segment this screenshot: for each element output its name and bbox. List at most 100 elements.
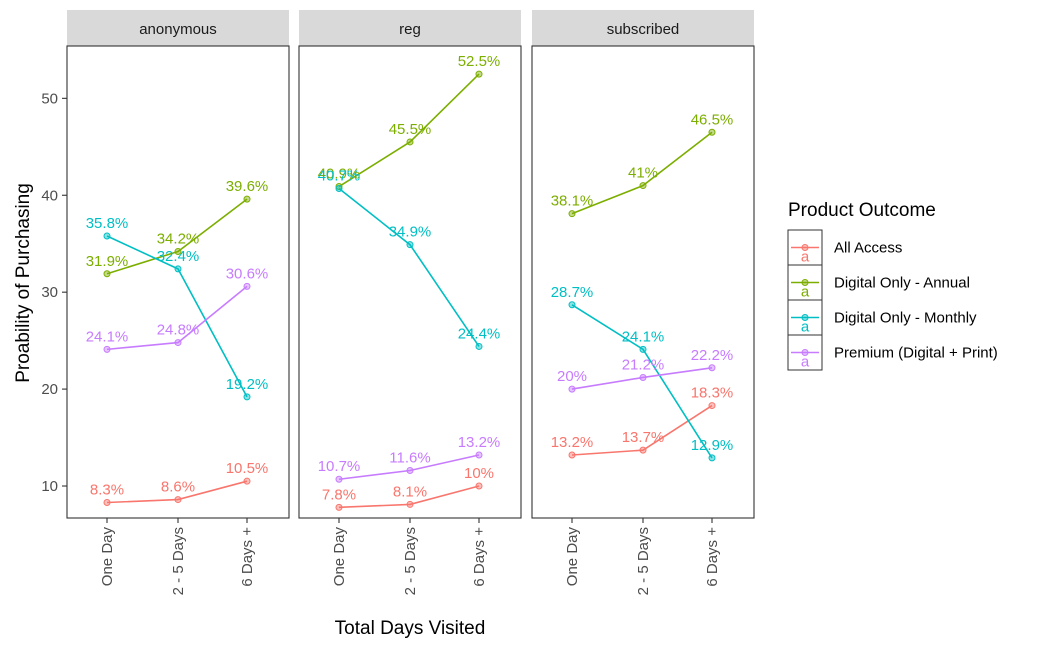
data-point	[568, 210, 576, 218]
data-point	[103, 270, 111, 278]
data-point	[335, 183, 343, 191]
data-point	[568, 301, 576, 309]
x-tick-label-6-days: 6 Days +	[471, 527, 488, 587]
data-label: 10.7%	[318, 458, 361, 475]
data-label: 24.8%	[157, 322, 200, 339]
legend-key-point	[801, 244, 809, 251]
data-label: 24.1%	[86, 328, 129, 345]
legend-key-glyph: a	[801, 249, 810, 266]
data-point	[406, 500, 414, 508]
data-point	[708, 402, 716, 410]
data-point	[475, 70, 483, 78]
data-label: 13.2%	[551, 434, 594, 451]
data-point	[243, 195, 251, 203]
data-label: 18.3%	[691, 385, 734, 402]
series-line-digital-only-monthly	[106, 235, 248, 398]
strip-label: reg	[399, 21, 421, 38]
data-point	[475, 482, 483, 490]
data-point	[335, 475, 343, 483]
data-point	[174, 247, 182, 255]
legend-key-glyph: a	[801, 284, 810, 301]
data-point	[406, 467, 414, 475]
data-point	[243, 282, 251, 290]
data-point	[708, 364, 716, 372]
data-label: 11.6%	[389, 450, 430, 467]
strip-label: subscribed	[607, 21, 680, 38]
legend-title: Product Outcome	[788, 200, 936, 221]
legend-label-digital-only-annual: Digital Only - Annual	[834, 275, 970, 292]
data-point	[243, 393, 251, 401]
series-line-digital-only-monthly	[338, 187, 480, 347]
data-point	[243, 477, 251, 485]
data-point	[406, 138, 414, 146]
x-tick-label-6-days: 6 Days +	[239, 527, 256, 587]
data-label: 8.1%	[393, 483, 427, 500]
legend-key-glyph: a	[801, 319, 810, 336]
panel-border	[531, 45, 755, 519]
data-label: 10%	[464, 465, 494, 482]
data-label: 12.9%	[691, 437, 734, 454]
data-label: 22.2%	[691, 347, 734, 364]
data-label: 40.9%	[318, 166, 361, 183]
data-label: 20%	[557, 368, 587, 385]
data-point	[103, 345, 111, 353]
legend-key-glyph: a	[801, 354, 810, 371]
series-line-premium-digital-print	[338, 454, 480, 481]
series-line-digital-only-annual	[571, 131, 713, 215]
x-tick-label-one-day: One Day	[99, 527, 116, 587]
x-tick-label-6-days: 6 Days +	[704, 527, 721, 587]
strip-label: anonymous	[139, 21, 217, 38]
data-label: 32.4%	[157, 248, 200, 265]
data-label: 8.6%	[161, 479, 195, 496]
data-point	[406, 241, 414, 249]
panel-anonymous: anonymous One Day 2 - 5 Days 6 Days + 8.3% 8.…	[66, 10, 290, 595]
x-tick-label-2-5-days: 2 - 5 Days	[170, 527, 187, 595]
legend-key-point	[801, 279, 809, 286]
y-tick-label: 20	[41, 381, 58, 398]
data-label: 21.2%	[622, 356, 665, 373]
series-line-premium-digital-print	[106, 285, 248, 351]
x-tick-label-2-5-days: 2 - 5 Days	[402, 527, 419, 595]
data-point	[639, 446, 647, 454]
x-tick-label-one-day: One Day	[564, 527, 581, 587]
data-point	[103, 498, 111, 506]
strip-anonymous	[67, 10, 289, 46]
legend: Product Outcome a All Access a Digital Only…	[787, 200, 998, 371]
legend-key-point	[801, 314, 809, 321]
series-line-all-access	[106, 480, 248, 504]
strip-reg	[299, 10, 521, 46]
data-point	[708, 454, 716, 462]
data-point	[335, 184, 343, 192]
data-label: 10.5%	[226, 460, 269, 477]
data-point	[174, 496, 182, 504]
data-label: 52.5%	[458, 53, 501, 70]
data-label: 31.9%	[86, 253, 129, 270]
data-label: 30.6%	[226, 265, 269, 282]
data-point	[475, 451, 483, 459]
series-line-premium-digital-print	[571, 366, 713, 390]
x-tick-label-one-day: One Day	[331, 527, 348, 587]
series-line-digital-only-monthly	[571, 304, 713, 459]
data-label: 46.5%	[691, 111, 734, 128]
data-point	[335, 503, 343, 511]
data-point	[708, 128, 716, 136]
legend-key-point	[801, 349, 809, 356]
data-label: 24.4%	[458, 325, 501, 342]
data-point	[174, 339, 182, 347]
data-label: 13.2%	[458, 434, 501, 451]
x-axis-title: Total Days Visited	[335, 618, 486, 639]
data-point	[639, 373, 647, 381]
data-label: 39.6%	[226, 178, 269, 195]
legend-label-all-access: All Access	[834, 240, 902, 257]
data-point	[568, 385, 576, 393]
panel-subscribed: subscribed One Day 2 - 5 Days 6 Days + 13.2%…	[531, 10, 755, 595]
data-label: 38.1%	[551, 193, 594, 210]
data-label: 45.5%	[389, 121, 432, 138]
data-label: 41%	[628, 165, 658, 182]
y-tick-label: 50	[41, 90, 58, 107]
strip-subscribed	[532, 10, 754, 46]
data-label: 8.3%	[90, 481, 124, 498]
data-label: 40.7%	[318, 167, 361, 184]
data-label: 7.8%	[322, 486, 356, 503]
y-axis-title: Proability of Purchasing	[13, 183, 34, 383]
